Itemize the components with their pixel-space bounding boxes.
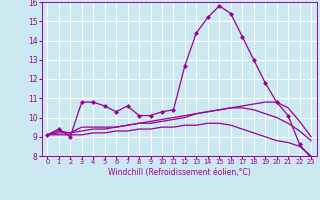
X-axis label: Windchill (Refroidissement éolien,°C): Windchill (Refroidissement éolien,°C) xyxy=(108,168,251,177)
